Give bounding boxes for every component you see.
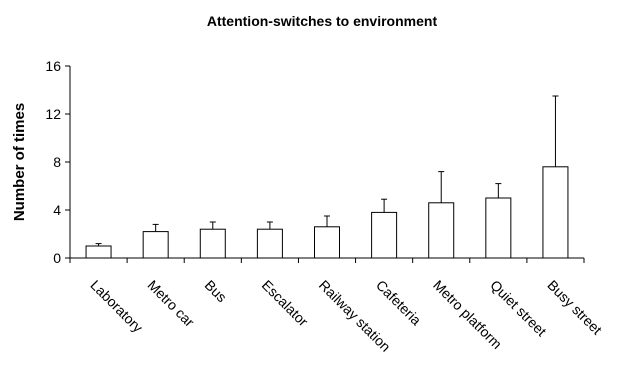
bars <box>85 166 569 259</box>
y-axis-ticks: 0 4 8 12 16 <box>45 58 70 266</box>
y-tick-label: 8 <box>53 154 61 170</box>
bar-railway-station <box>314 226 340 259</box>
bar-metro-platform <box>428 202 455 259</box>
chart-title: Attention-switches to environment <box>207 13 438 29</box>
bar-metro-car <box>142 231 169 259</box>
bar-bus <box>199 228 226 259</box>
bar-quiet-street <box>485 197 512 259</box>
y-axis-label: Number of times <box>11 103 28 221</box>
x-category-label: Cafeteria <box>373 277 425 329</box>
y-tick-label: 16 <box>45 58 61 74</box>
x-category-label: Busy street <box>544 277 605 338</box>
error-bars <box>95 95 559 246</box>
x-category-label: Escalator <box>259 277 312 330</box>
bar-busy-street <box>542 166 569 259</box>
y-tick-label: 0 <box>53 250 61 266</box>
bar-cafeteria <box>371 211 398 259</box>
axes <box>69 66 585 263</box>
x-category-label: Bus <box>202 277 230 305</box>
y-tick-label: 12 <box>45 106 61 122</box>
bar-escalator <box>256 228 283 259</box>
x-category-label: Metro car <box>145 277 198 330</box>
x-category-label: Quiet street <box>487 277 550 340</box>
y-tick-label: 4 <box>53 202 61 218</box>
x-category-label: Laboratory <box>87 277 146 336</box>
bar-laboratory <box>85 245 112 259</box>
